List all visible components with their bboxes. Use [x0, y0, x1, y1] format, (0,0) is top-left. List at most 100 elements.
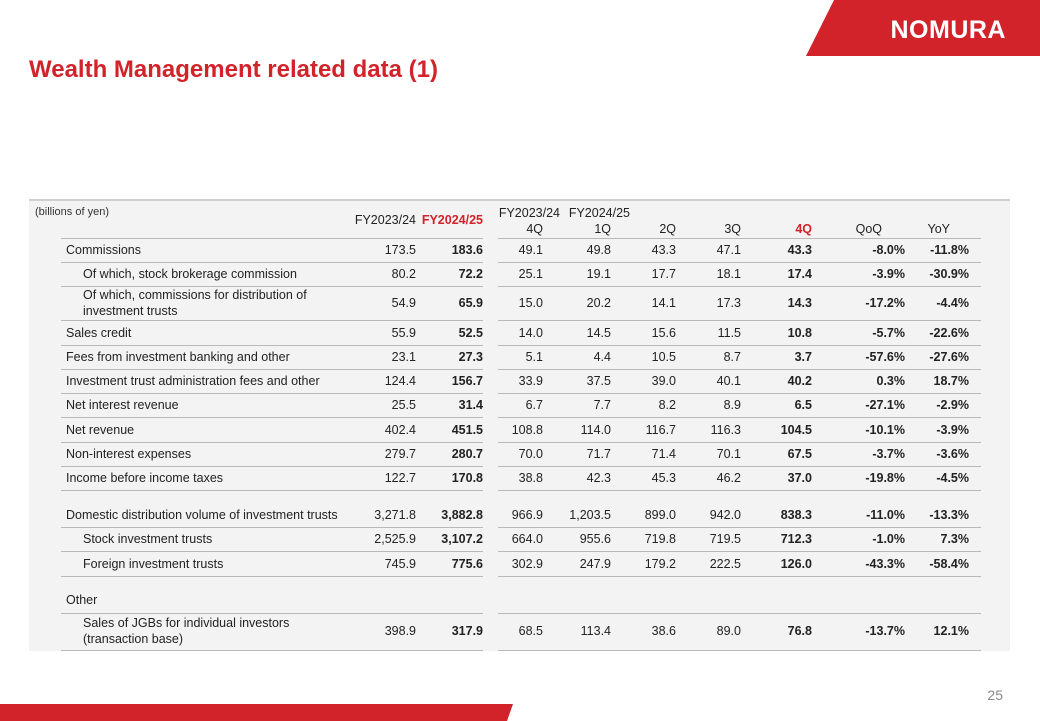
row-value: -3.9% [872, 267, 905, 281]
row-value: 14.0 [518, 326, 543, 340]
row-value: 838.3 [780, 508, 812, 522]
row-value: 222.5 [709, 557, 741, 571]
row-value: 20.2 [586, 296, 611, 310]
header-fy2024: FY2024/25 [421, 213, 483, 227]
row-value: 104.5 [780, 423, 812, 437]
table-row: Domestic distribution volume of investme… [0, 503, 1040, 527]
row-value: 712.3 [780, 532, 812, 546]
row-value: 15.0 [518, 296, 543, 310]
row-divider [61, 286, 483, 287]
row-value: 126.0 [780, 557, 812, 571]
row-value: 72.2 [458, 267, 483, 281]
row-value: 43.3 [787, 243, 812, 257]
row-value: 279.7 [384, 447, 416, 461]
row-value: -8.0% [872, 243, 905, 257]
row-divider [498, 613, 981, 614]
row-value: 15.6 [651, 326, 676, 340]
row-value: -58.4% [929, 557, 969, 571]
row-value: 8.7 [723, 350, 741, 364]
header-3q: 3Q [724, 222, 741, 236]
row-value: 52.5 [458, 326, 483, 340]
row-value: 43.3 [651, 243, 676, 257]
row-value: 398.9 [384, 624, 416, 638]
row-value: -4.4% [936, 296, 969, 310]
row-label: Fees from investment banking and other [66, 350, 290, 364]
row-value: 70.0 [518, 447, 543, 461]
header-q-fy2023-4q: 4Q [526, 222, 543, 236]
row-value: -13.3% [929, 508, 969, 522]
row-divider [61, 466, 483, 467]
row-value: 71.4 [651, 447, 676, 461]
row-label: Income before income taxes [66, 471, 224, 485]
row-value: 25.5 [391, 398, 416, 412]
row-value: 0.3% [876, 374, 906, 388]
row-value: -27.6% [929, 350, 969, 364]
header-q-fy2023-top: FY2023/24 [498, 206, 560, 220]
header-2q: 2Q [659, 222, 676, 236]
row-value: 38.8 [518, 471, 543, 485]
row-divider [61, 262, 483, 263]
table-row: Sales of JGBs for individual investors (… [0, 613, 1040, 649]
table-row: Other [0, 588, 1040, 612]
row-value: 170.8 [451, 471, 483, 485]
row-value: 68.5 [518, 624, 543, 638]
row-label: Foreign investment trusts [83, 557, 224, 571]
row-label: Of which, stock brokerage commission [83, 267, 297, 281]
row-divider [498, 286, 981, 287]
row-value: 108.8 [511, 423, 543, 437]
row-value: 39.0 [651, 374, 676, 388]
header-1q: 1Q [594, 222, 611, 236]
row-value: 71.7 [586, 447, 611, 461]
row-divider [498, 393, 981, 394]
row-value: 7.3% [940, 532, 970, 546]
row-divider [61, 490, 483, 491]
row-label: Sales of JGBs for individual investors (… [83, 616, 290, 646]
row-label: Stock investment trusts [83, 532, 213, 546]
row-value: 113.4 [580, 624, 611, 638]
row-value: -17.2% [865, 296, 905, 310]
row-value: 18.1 [716, 267, 741, 281]
row-divider [61, 442, 483, 443]
row-divider [498, 345, 981, 346]
table-row: Sales credit 55.9 52.5 14.0 14.5 15.6 11.5 10.8… [0, 321, 1040, 345]
row-value: 17.3 [716, 296, 741, 310]
row-value: 122.7 [384, 471, 416, 485]
row-value: 183.6 [451, 243, 483, 257]
table-row: Net interest revenue 25.5 31.4 6.7 7.7 8.2 8.9… [0, 393, 1040, 417]
row-divider [61, 238, 483, 239]
header-4q: 4Q [795, 222, 812, 236]
row-value: 116.7 [645, 423, 676, 437]
row-value: -4.5% [936, 471, 969, 485]
row-value: 664.0 [511, 532, 543, 546]
row-divider [61, 613, 483, 614]
row-value: -11.0% [866, 508, 905, 522]
row-value: 317.9 [451, 624, 483, 638]
row-value: -11.8% [930, 243, 969, 257]
data-table-panel [29, 199, 1010, 651]
row-label: Non-interest expenses [66, 447, 192, 461]
row-value: 247.9 [579, 557, 611, 571]
row-value: 4.4 [593, 350, 611, 364]
row-value: 719.8 [644, 532, 676, 546]
row-value: 8.2 [658, 398, 676, 412]
row-value: -27.1% [865, 398, 905, 412]
row-value: 14.1 [651, 296, 676, 310]
row-value: 37.0 [787, 471, 812, 485]
row-label: Domestic distribution volume of investme… [66, 508, 338, 522]
row-divider [498, 490, 981, 491]
row-value: 18.7% [933, 374, 969, 388]
row-label: Net interest revenue [66, 398, 179, 412]
row-divider [61, 417, 483, 418]
row-value: 2,525.9 [374, 532, 416, 546]
row-value: 899.0 [644, 508, 676, 522]
row-divider [61, 393, 483, 394]
row-value: 70.1 [716, 447, 741, 461]
unit-note: (billions of yen) [35, 206, 109, 218]
row-value: 5.1 [525, 350, 543, 364]
footer-red-band [0, 704, 513, 721]
row-value: 49.8 [586, 243, 611, 257]
row-value: 966.9 [511, 508, 543, 522]
row-value: 156.7 [451, 374, 483, 388]
row-value: 7.7 [593, 398, 611, 412]
header-qoq: QoQ [855, 222, 882, 236]
